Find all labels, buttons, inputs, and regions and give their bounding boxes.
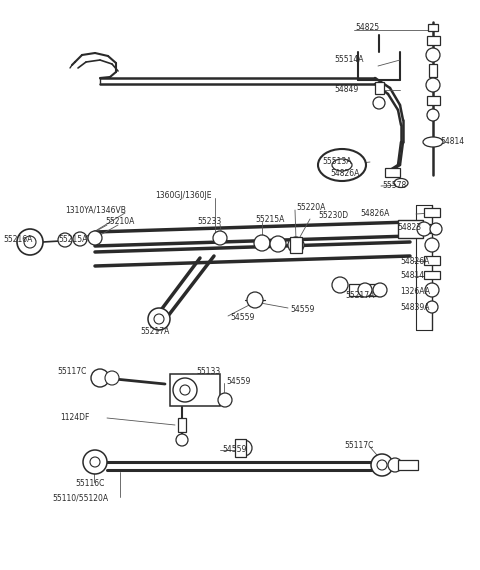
Bar <box>429 63 437 76</box>
Bar <box>424 207 440 217</box>
Circle shape <box>213 231 227 245</box>
Text: 1326AA: 1326AA <box>400 287 430 296</box>
Text: 55215A: 55215A <box>255 215 284 225</box>
Circle shape <box>417 222 431 236</box>
Text: 54839A: 54839A <box>400 303 430 311</box>
Circle shape <box>425 238 439 252</box>
Text: 55514A: 55514A <box>334 55 363 64</box>
Circle shape <box>83 450 107 474</box>
Circle shape <box>73 232 87 246</box>
Circle shape <box>17 229 43 255</box>
Circle shape <box>58 233 72 247</box>
Circle shape <box>430 223 442 235</box>
Circle shape <box>105 371 119 385</box>
Circle shape <box>426 78 440 92</box>
Text: 55117C: 55117C <box>344 441 373 450</box>
Circle shape <box>377 460 387 470</box>
Text: 55233: 55233 <box>197 218 221 226</box>
Circle shape <box>332 277 348 293</box>
Bar <box>170 374 220 406</box>
Text: 54814: 54814 <box>440 137 464 146</box>
Bar <box>374 82 384 94</box>
Circle shape <box>173 378 197 402</box>
Ellipse shape <box>318 149 366 181</box>
Text: 54826A: 54826A <box>360 210 389 218</box>
Text: 55116C: 55116C <box>75 478 104 487</box>
Text: 1124DF: 1124DF <box>60 413 89 422</box>
Circle shape <box>254 235 270 251</box>
Circle shape <box>388 458 402 472</box>
Text: 55210A: 55210A <box>105 218 134 226</box>
Text: 55133: 55133 <box>196 368 220 377</box>
Circle shape <box>371 454 393 476</box>
Circle shape <box>425 283 439 297</box>
Text: 1360GJ/1360JE: 1360GJ/1360JE <box>155 192 212 201</box>
Text: 55230D: 55230D <box>318 211 348 221</box>
Text: 54826A: 54826A <box>330 169 360 177</box>
Bar <box>427 35 440 44</box>
Text: 54559: 54559 <box>226 377 251 386</box>
Text: 55220A: 55220A <box>296 202 325 211</box>
Circle shape <box>88 231 102 245</box>
Circle shape <box>426 301 438 313</box>
Circle shape <box>373 283 387 297</box>
Circle shape <box>218 393 232 407</box>
Text: 55117C: 55117C <box>57 368 86 377</box>
Text: 55217A: 55217A <box>140 328 169 336</box>
Circle shape <box>91 369 109 387</box>
Text: 54823: 54823 <box>397 223 421 233</box>
Circle shape <box>270 236 286 252</box>
Bar <box>178 418 186 432</box>
Text: 54559: 54559 <box>222 446 246 454</box>
Text: 55215A: 55215A <box>58 235 87 245</box>
Circle shape <box>426 48 440 62</box>
Bar <box>424 255 440 264</box>
Text: 54559: 54559 <box>290 306 314 315</box>
Circle shape <box>236 440 252 456</box>
Bar <box>428 23 438 31</box>
Circle shape <box>358 283 372 297</box>
Ellipse shape <box>332 159 352 171</box>
Bar <box>425 223 439 233</box>
Ellipse shape <box>423 137 443 147</box>
Text: 54825: 54825 <box>355 23 379 32</box>
Text: 54826A: 54826A <box>400 256 430 266</box>
Text: 55578: 55578 <box>382 181 406 189</box>
Bar <box>427 96 440 104</box>
Bar <box>384 168 399 177</box>
Circle shape <box>180 385 190 395</box>
Circle shape <box>427 109 439 121</box>
Circle shape <box>24 236 36 248</box>
Circle shape <box>288 237 304 253</box>
Text: 54559: 54559 <box>230 314 254 323</box>
Text: 55216A: 55216A <box>3 235 32 245</box>
Bar <box>398 460 418 470</box>
Text: 54814: 54814 <box>400 271 424 280</box>
Circle shape <box>373 97 385 109</box>
Circle shape <box>176 434 188 446</box>
Bar <box>397 220 422 238</box>
Circle shape <box>247 292 263 308</box>
Bar <box>235 439 245 457</box>
Text: 54849: 54849 <box>334 86 358 95</box>
Circle shape <box>148 308 170 330</box>
Ellipse shape <box>394 178 408 188</box>
Text: 55217A: 55217A <box>345 291 374 300</box>
Bar <box>424 271 440 279</box>
Circle shape <box>154 314 164 324</box>
Text: 55513A: 55513A <box>322 157 351 166</box>
Bar <box>349 284 381 296</box>
Text: 55110/55120A: 55110/55120A <box>52 494 108 503</box>
Text: 1310YA/1346VB: 1310YA/1346VB <box>65 206 126 214</box>
Circle shape <box>90 457 100 467</box>
Bar <box>290 237 302 253</box>
